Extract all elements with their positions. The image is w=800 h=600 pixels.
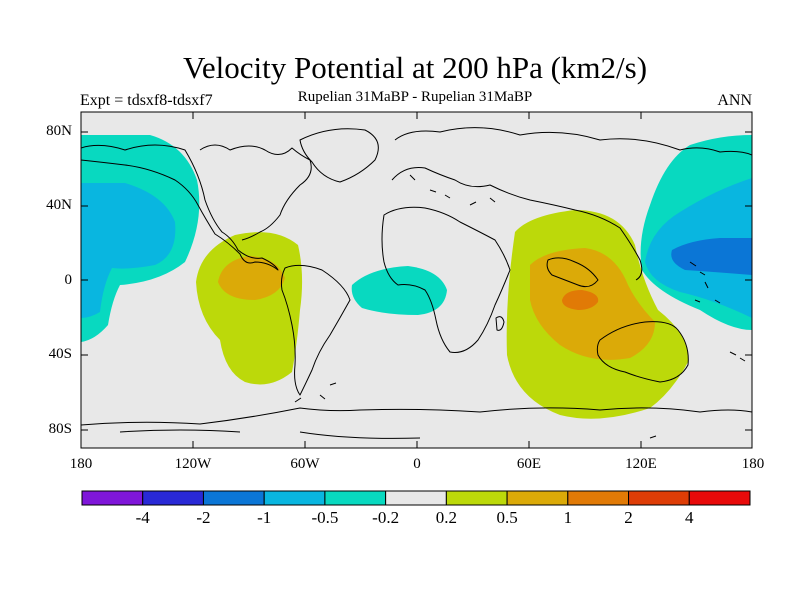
colorbar-label: 4: [685, 508, 694, 527]
colorbar-label: -0.2: [372, 508, 400, 527]
negative-contour-atlantic: [351, 266, 447, 315]
colorbar: [81, 490, 751, 506]
colorbar-swatch: [506, 490, 569, 506]
lon-label: 0: [413, 456, 421, 472]
lon-label: 60W: [290, 456, 320, 472]
colorbar-label: 0.2: [435, 508, 457, 527]
coastline-south-america: [280, 264, 351, 396]
lon-ticks: [192, 112, 642, 448]
colorbar-swatch: [324, 490, 387, 506]
positive-contour-indian-ocean-inner: [562, 290, 599, 310]
colorbar-swatch: [202, 490, 265, 506]
negative-contour-east-pacific-inner: [671, 238, 752, 275]
coastline-india: [546, 257, 599, 288]
coastline-antarctica: [81, 407, 752, 426]
lat-label: 40N: [46, 197, 72, 213]
colorbar-swatch: [567, 490, 630, 506]
lon-label: 180: [69, 456, 93, 472]
lat-label: 40S: [48, 346, 72, 362]
colorbar-label: -0.5: [311, 508, 339, 527]
colorbar-swatch: [628, 490, 690, 506]
coastlines: [81, 127, 752, 439]
colorbar-swatch: [385, 490, 447, 506]
lat-label: 0: [64, 272, 73, 288]
coastline-eurasia: [394, 127, 752, 156]
colorbar-swatch: [263, 490, 326, 506]
colorbar-swatch: [81, 490, 144, 506]
coastline-australia: [596, 321, 689, 383]
lon-label: 120W: [174, 456, 212, 472]
positive-contour-central-america-inner: [218, 256, 285, 300]
coastline-greenland: [299, 128, 379, 183]
chart-title: Velocity Potential at 200 hPa (km2/s): [182, 50, 648, 85]
colorbar-label: 1: [563, 508, 573, 527]
coastline-north-america: [81, 144, 279, 271]
lon-label: 180: [741, 456, 765, 472]
colorbar-label: -2: [196, 508, 211, 527]
colorbar-label: -1: [257, 508, 272, 527]
lat-ticks: [81, 131, 752, 431]
lat-label: 80S: [48, 421, 72, 437]
chart-subtitle: Rupelian 31MaBP - Rupelian 31MaBP: [297, 89, 533, 105]
lat-label: 80N: [46, 123, 72, 139]
colorbar-swatch: [445, 490, 508, 506]
colorbar-label: 0.5: [496, 508, 518, 527]
lon-label: 60E: [516, 456, 542, 472]
colorbar-label: 2: [624, 508, 633, 527]
experiment-label: Expt = tdsxf8-tdsxf7: [80, 92, 213, 109]
coastline-africa: [381, 206, 511, 353]
colorbar-label: -4: [135, 508, 150, 527]
lon-label: 120E: [625, 456, 657, 472]
season-label: ANN: [717, 92, 752, 109]
colorbar-swatch: [688, 490, 751, 506]
negative-contour-west-pacific-inner: [81, 183, 176, 318]
colorbar-swatch: [142, 490, 204, 506]
islands: [294, 174, 746, 439]
